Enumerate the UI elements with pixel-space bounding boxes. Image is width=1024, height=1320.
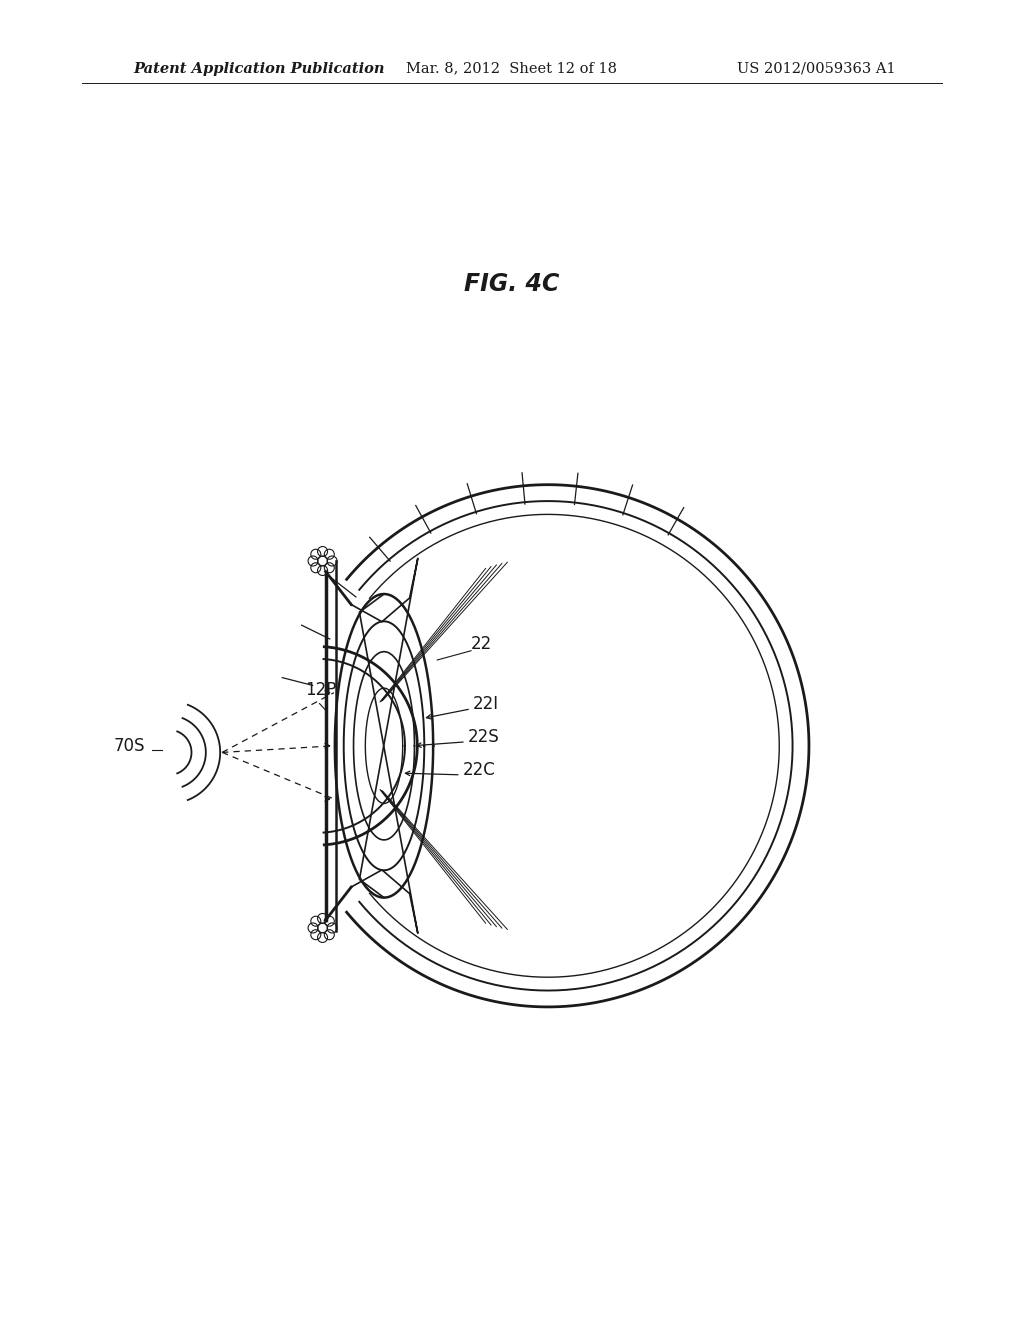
Text: 22C: 22C — [463, 760, 496, 779]
Text: 12P: 12P — [305, 681, 337, 700]
Text: Patent Application Publication: Patent Application Publication — [133, 62, 385, 75]
Text: 22: 22 — [471, 635, 493, 653]
Text: FIG. 4C: FIG. 4C — [464, 272, 560, 296]
Text: Mar. 8, 2012  Sheet 12 of 18: Mar. 8, 2012 Sheet 12 of 18 — [407, 62, 617, 75]
Text: 22I: 22I — [473, 694, 500, 713]
Text: 22S: 22S — [468, 727, 500, 746]
Text: 70S: 70S — [114, 737, 145, 755]
Text: US 2012/0059363 A1: US 2012/0059363 A1 — [737, 62, 896, 75]
